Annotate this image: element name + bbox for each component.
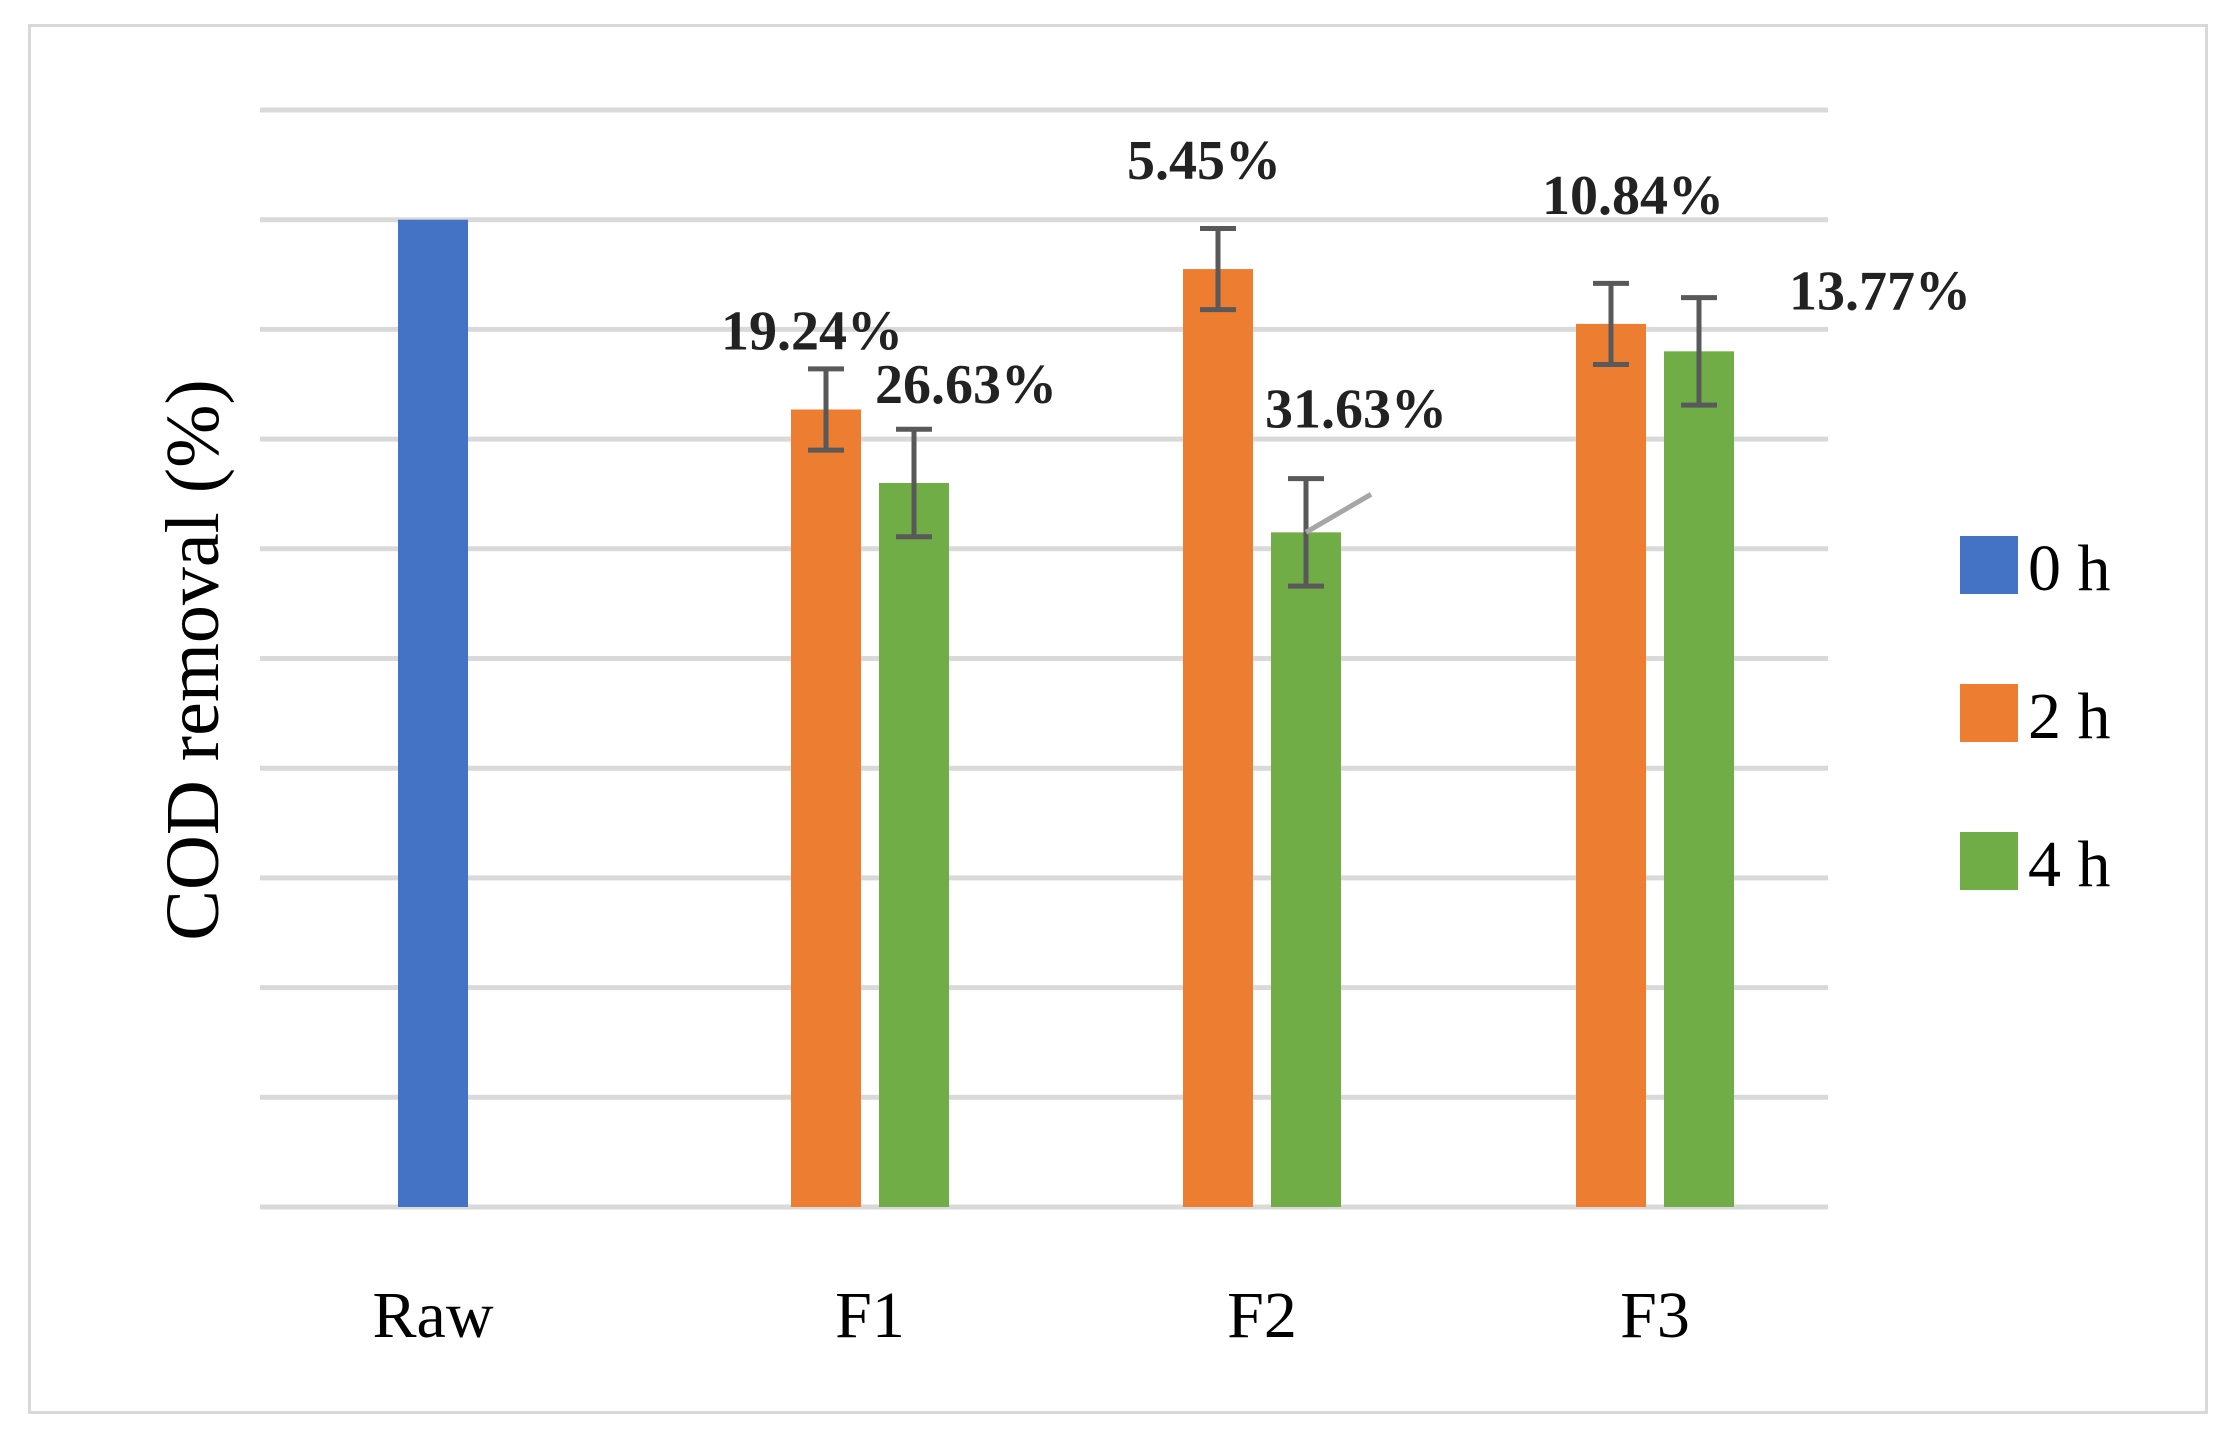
legend-swatch — [1960, 684, 2018, 742]
error-bar — [896, 426, 932, 540]
x-tick-label: F1 — [835, 1279, 905, 1352]
bar-0h-raw — [398, 219, 468, 1207]
y-axis-label: COD removal (%) — [151, 379, 235, 940]
label-leader-line — [1304, 492, 1373, 535]
x-tick-label: F2 — [1227, 1279, 1297, 1352]
legend: 0 h 2 h 4 h — [1960, 532, 2111, 901]
error-bar — [1593, 280, 1629, 368]
x-tick-labels: Raw F1 F2 F3 — [373, 1279, 1690, 1352]
bar-2h-f3 — [1576, 323, 1646, 1207]
data-label: 26.63% — [875, 354, 1057, 416]
gridlines — [260, 107, 1828, 1210]
bar-4h-f1 — [879, 482, 949, 1208]
legend-item-2h: 2 h — [1960, 680, 2111, 753]
chart-frame — [28, 24, 2208, 1414]
bar-4h-f3 — [1664, 351, 1734, 1208]
bar-4h-f2 — [1271, 532, 1341, 1207]
error-bar — [1681, 295, 1717, 408]
legend-swatch — [1960, 536, 2018, 594]
error-bar — [1288, 476, 1324, 589]
legend-label: 0 h — [2028, 532, 2111, 605]
legend-item-0h: 0 h — [1960, 532, 2111, 605]
legend-item-4h: 4 h — [1960, 828, 2111, 901]
bars — [398, 219, 1734, 1208]
data-label: 5.45% — [1127, 130, 1281, 192]
legend-swatch — [1960, 832, 2018, 890]
error-bars — [808, 225, 1717, 589]
legend-label: 4 h — [2028, 828, 2111, 901]
error-bar — [808, 366, 844, 453]
x-tick-label: F3 — [1620, 1279, 1690, 1352]
x-tick-label: Raw — [373, 1279, 494, 1352]
data-label: 19.24% — [721, 300, 903, 362]
error-bar — [1200, 225, 1236, 313]
bar-2h-f2 — [1183, 269, 1253, 1207]
data-labels: 19.24% 5.45% 10.84% 26.63% 31.63% 13.77% — [721, 130, 1971, 535]
legend-label: 2 h — [2028, 680, 2111, 753]
data-label: 10.84% — [1542, 165, 1724, 227]
data-label: 13.77% — [1789, 260, 1971, 322]
data-label: 31.63% — [1265, 378, 1447, 440]
bar-2h-f1 — [791, 409, 861, 1208]
